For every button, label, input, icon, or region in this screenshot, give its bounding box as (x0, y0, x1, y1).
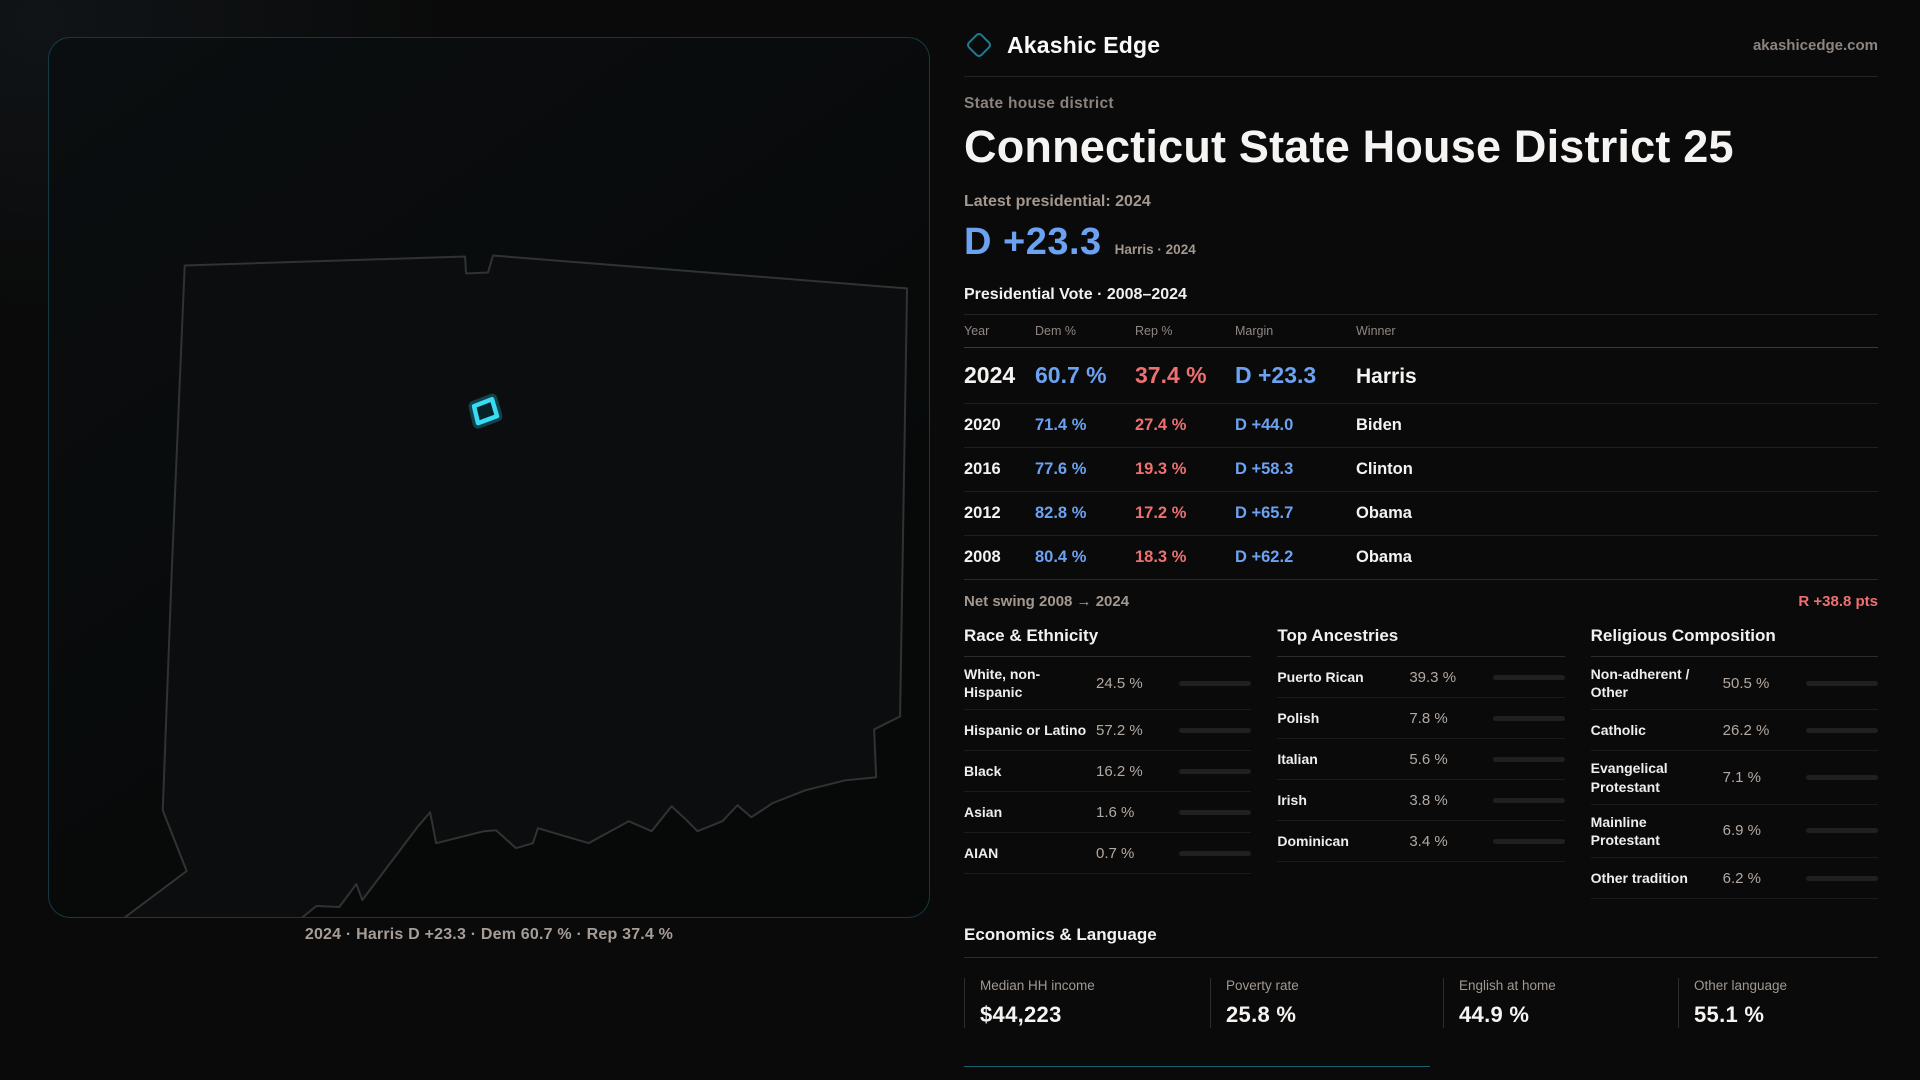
col-dem: Dem % (1035, 324, 1076, 338)
table-row: 2020 71.4 % 27.4 % D +44.0 Biden (964, 404, 1878, 448)
section-title: Race & Ethnicity (964, 626, 1252, 657)
bar-track (1492, 756, 1565, 762)
bar-track (1492, 715, 1565, 721)
stat-other-language: Other language 55.1 % (1678, 978, 1878, 1029)
list-item: AIAN 0.7 % (964, 833, 1252, 875)
stat-english-at-home: English at home 44.9 % (1443, 978, 1678, 1029)
list-item: Mainline Protestant 6.9 % (1590, 805, 1878, 859)
table-row: 2008 80.4 % 18.3 % D +62.2 Obama (964, 536, 1878, 580)
economics-stats: Median HH income $44,223 Poverty rate 25… (964, 978, 1878, 1029)
col-margin: Margin (1235, 324, 1274, 338)
economics-section-title: Economics & Language (964, 925, 1878, 959)
bar-track (1806, 775, 1878, 781)
col-year: Year (964, 324, 990, 338)
bar-track (1179, 809, 1252, 815)
table-header-row: Year Dem % Rep % Margin Winner (964, 314, 1878, 348)
district-report: Akashic Edge akashicedge.com State house… (964, 30, 1878, 1080)
presidential-vote-table: Year Dem % Rep % Margin Winner 2024 60.7… (964, 314, 1878, 580)
latest-presidential-label: Latest presidential: 2024 (964, 193, 1151, 210)
col-rep: Rep % (1135, 324, 1173, 338)
religious-composition-section: Religious Composition Non-adherent / Oth… (1590, 626, 1878, 900)
bar-track (1179, 680, 1252, 686)
brand-header: Akashic Edge akashicedge.com (964, 30, 1878, 77)
list-item: Dominican 3.4 % (1277, 821, 1565, 862)
list-item: Italian 5.6 % (1277, 739, 1565, 780)
list-item: Other tradition 6.2 % (1590, 858, 1878, 900)
district-map-panel (48, 37, 930, 918)
page-title: Connecticut State House District 25 (964, 121, 1734, 172)
list-item: Evangelical Protestant 7.1 % (1590, 751, 1878, 805)
bar-track (1492, 674, 1565, 680)
top-ancestries-section: Top Ancestries Puerto Rican 39.3 % Polis… (1277, 626, 1565, 899)
demographics-grid: Race & Ethnicity White, non-Hispanic 24.… (964, 626, 1878, 900)
headline-margin: D +23.3 Harris · 2024 (964, 221, 1878, 264)
footer-divider (964, 1066, 1430, 1068)
list-item: Asian 1.6 % (964, 792, 1252, 834)
report-eyebrow: State house district (964, 95, 1114, 112)
table-row: 2024 60.7 % 37.4 % D +23.3 Harris (964, 348, 1878, 404)
bar-track (1492, 838, 1565, 844)
bar-track (1492, 797, 1565, 803)
list-item: Non-adherent / Other 50.5 % (1590, 657, 1878, 711)
diamond-logo-icon (967, 33, 991, 57)
list-item: Irish 3.8 % (1277, 780, 1565, 821)
col-winner: Winner (1356, 324, 1396, 338)
table-row: 2016 77.6 % 19.3 % D +58.3 Clinton (964, 448, 1878, 492)
stat-poverty-rate: Poverty rate 25.8 % (1210, 978, 1443, 1029)
brand-domain-link[interactable]: akashicedge.com (1752, 36, 1878, 54)
list-item: Hispanic or Latino 57.2 % (964, 710, 1252, 752)
margin-value: D +23.3 (964, 221, 1102, 263)
stat-median-hh-income: Median HH income $44,223 (964, 978, 1210, 1029)
section-title: Religious Composition (1590, 626, 1878, 657)
net-swing-label: Net swing 2008 → 2024 (964, 593, 1130, 610)
list-item: Black 16.2 % (964, 751, 1252, 793)
brand-name: Akashic Edge (1007, 31, 1161, 58)
bar-track (1806, 828, 1878, 834)
section-title: Top Ancestries (1277, 626, 1565, 657)
list-item: Catholic 26.2 % (1590, 710, 1878, 752)
bar-track (1179, 850, 1252, 856)
list-item: Puerto Rican 39.3 % (1277, 657, 1565, 698)
bar-track (1806, 727, 1878, 733)
race-ethnicity-section: Race & Ethnicity White, non-Hispanic 24.… (964, 626, 1252, 899)
net-swing-row: Net swing 2008 → 2024 R +38.8 pts (964, 580, 1878, 614)
district-25-marker (468, 393, 503, 429)
map-caption: 2024 · Harris D +23.3 · Dem 60.7 % · Rep… (304, 926, 674, 943)
bar-track (1179, 727, 1252, 733)
list-item: White, non-Hispanic 24.5 % (964, 657, 1252, 711)
net-swing-value: R +38.8 pts (1798, 593, 1878, 610)
bar-track (1806, 680, 1878, 686)
bar-track (1806, 875, 1878, 881)
table-row: 2012 82.8 % 17.2 % D +65.7 Obama (964, 492, 1878, 536)
margin-subtitle: Harris · 2024 (1114, 242, 1196, 257)
list-item: Polish 7.8 % (1277, 698, 1565, 739)
vote-table-title: Presidential Vote · 2008–2024 (964, 286, 1187, 303)
connecticut-outline (123, 254, 909, 917)
connecticut-map (123, 254, 909, 917)
bar-track (1179, 768, 1252, 774)
